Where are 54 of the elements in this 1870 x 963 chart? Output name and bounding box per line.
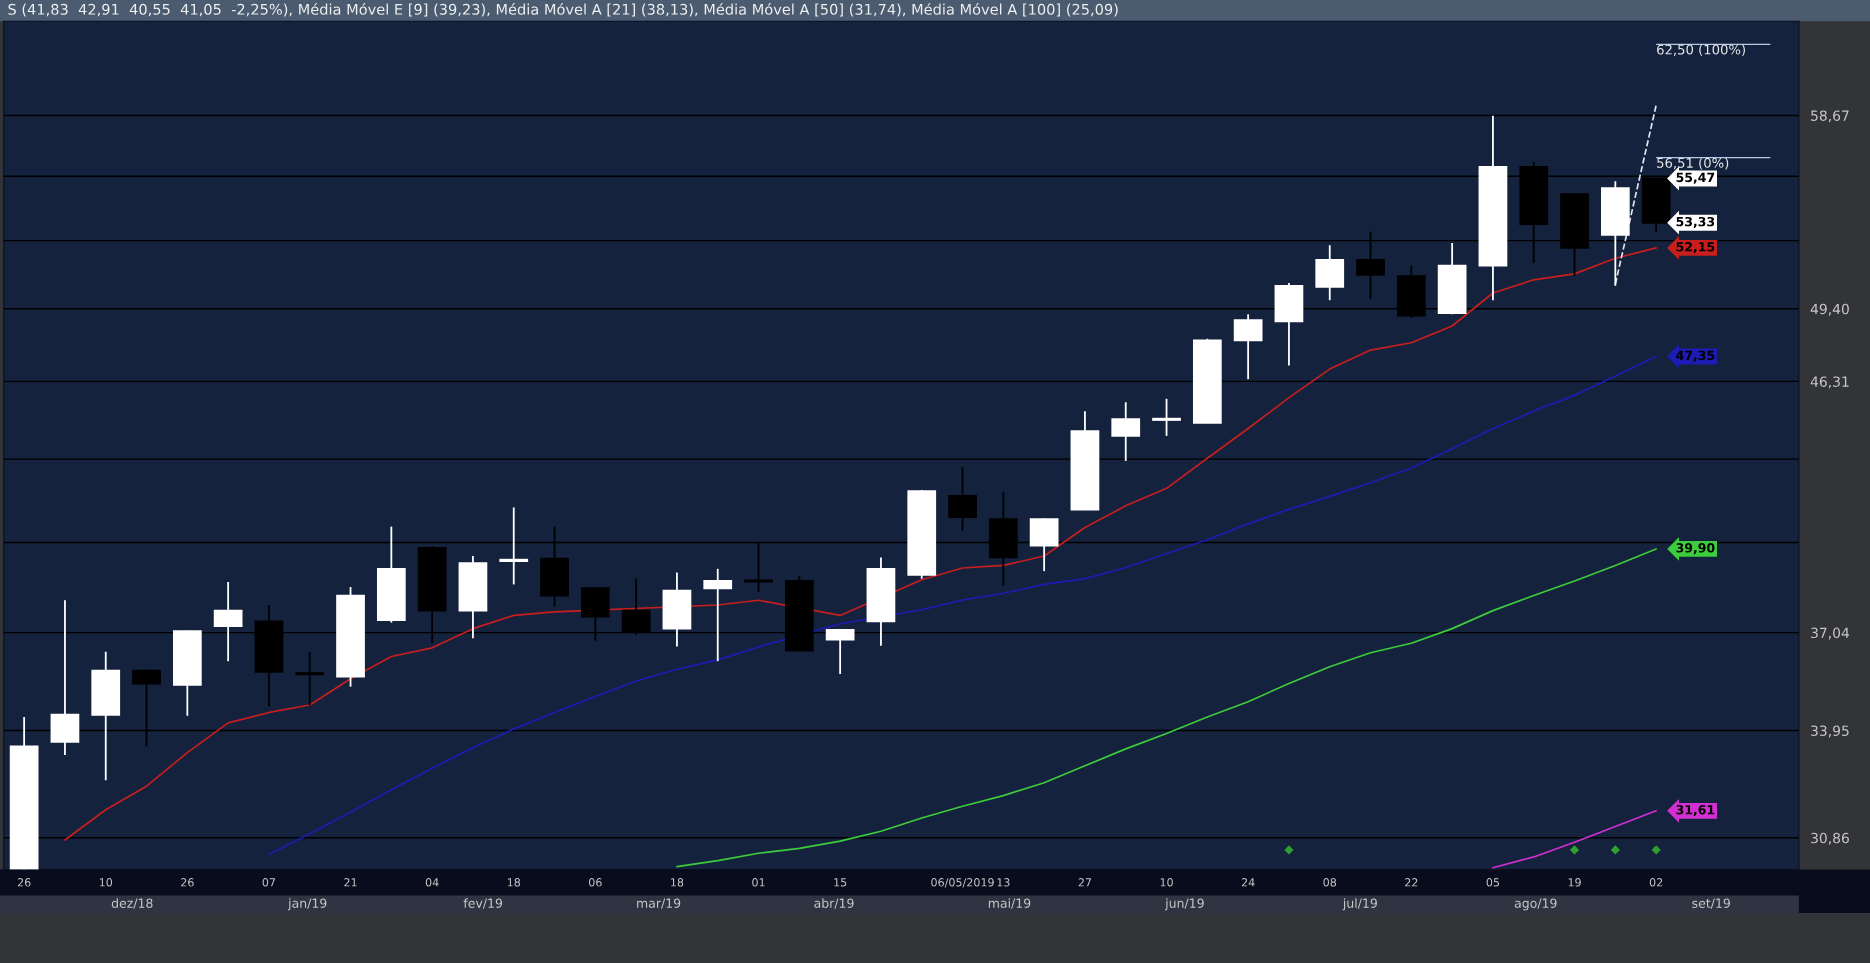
x-tick-label: 01 [752,878,765,887]
x-tick-label: 07 [262,878,276,887]
x-tick-label: 21 [344,878,357,887]
text: dez/18 [111,898,153,909]
x-tick-label: 02 [1649,878,1663,887]
line-series [1492,809,1657,869]
x-tick-label: 26 [17,878,31,887]
data-label: 52,15 [1676,242,1715,254]
text: jan/19 [287,898,327,911]
y-tick-label: 49,40 [1810,303,1849,316]
x-tick-label: 24 [1241,878,1255,887]
x-tick-label: 15 [834,878,847,887]
x-tick-label: 19 [1568,878,1581,887]
y-tick-label: 33,95 [1811,725,1849,738]
candlestick [499,506,529,586]
x-tick-label: 06/05/2019 [931,878,994,888]
data-label: 31,61 [1676,804,1715,817]
text: mai/19 [988,898,1031,909]
text: set/19 [1692,898,1730,909]
x-tick-label: 06 [589,878,602,887]
text: jul/19 [1342,898,1377,911]
text: fev/19 [463,898,503,909]
x-tick-label: 26 [181,878,194,887]
data-label: 47,35 [1676,350,1715,362]
y-tick-label: 46,31 [1810,376,1849,389]
data-label: 39,90 [1676,543,1715,555]
x-tick-label: 05 [1486,878,1500,887]
chart-title: S (41,83 42,91 40,55 41,05 -2,25%), Média Móvel E [9] (39,23), Média Móvel A [21] (38,13), Média Móvel A [50] (31,74), Média Móvel A [100] (25,09) [8,2,1118,17]
text: abr/19 [814,898,854,909]
x-tick-label: 27 [1078,878,1092,887]
text: jun/19 [1164,898,1204,911]
x-tick-label: 18 [671,878,684,887]
x-tick-label: 10 [1160,878,1173,887]
y-tick-label: 58,67 [1811,110,1849,123]
ref-line-label: 56,51 (0%) [1657,157,1729,170]
x-tick-label: 04 [425,878,439,887]
line-series [64,247,1657,841]
y-tick-label: 30,86 [1811,832,1849,845]
candlestick [703,567,733,663]
ref-line-label: 62,50 (100%) [1657,44,1745,57]
line-series [268,355,1657,856]
annotation: 55,47 [1676,172,1715,184]
text: mar/19 [637,898,681,909]
line-series [676,548,1657,868]
text: ago/19 [1514,898,1557,911]
x-tick-label: 13 [997,878,1010,887]
candlestick [295,650,325,707]
x-tick-label: 22 [1405,878,1418,887]
y-tick-label: 37,04 [1811,627,1850,640]
annotation: 53,33 [1676,216,1715,228]
x-tick-label: 10 [99,878,113,887]
candlestick [1152,397,1181,437]
x-tick-label: 18 [507,878,521,887]
x-tick-label: 08 [1323,878,1337,887]
